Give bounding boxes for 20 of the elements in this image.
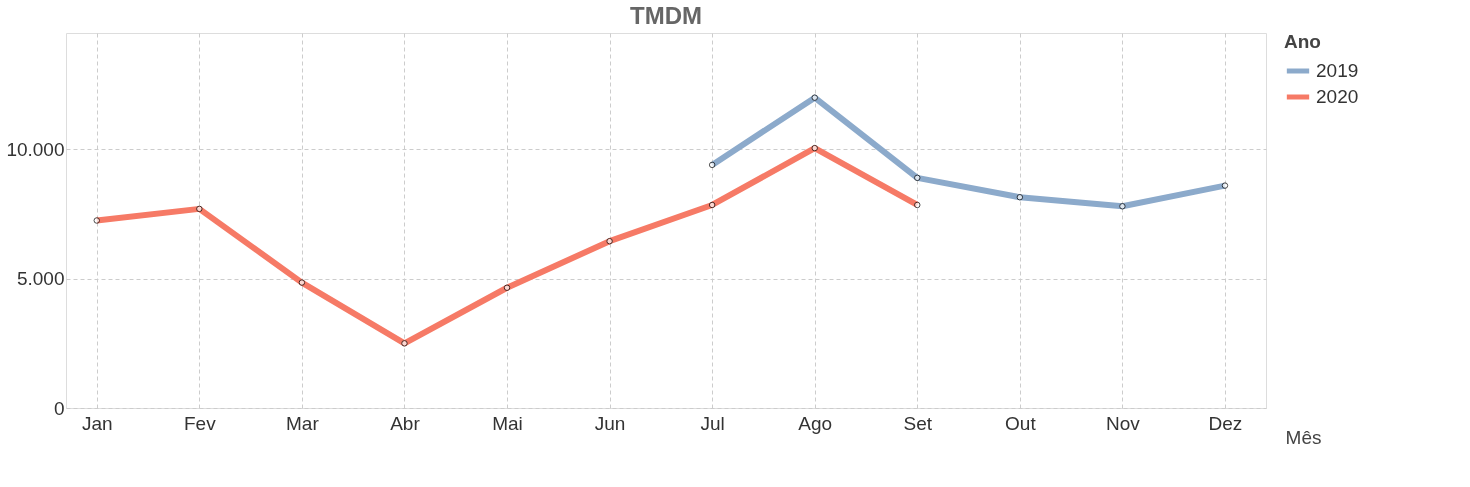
legend-label: 2019 — [1316, 60, 1359, 81]
chart-title: TMDM — [630, 2, 702, 29]
x-tick-label: Dez — [1208, 412, 1243, 434]
legend-label: 2020 — [1316, 86, 1359, 107]
x-tick-label: Ago — [798, 412, 833, 434]
x-tick-label: Set — [903, 412, 933, 434]
y-tick-label: 10.000 — [6, 138, 65, 160]
legend-title: Ano — [1284, 31, 1321, 52]
x-tick-label: Jul — [700, 412, 725, 434]
x-tick-label: Fev — [183, 412, 217, 434]
x-axis-title: Mês — [1285, 426, 1322, 448]
y-tick-label: 5.000 — [16, 268, 65, 290]
x-tick-label: Nov — [1106, 412, 1141, 434]
x-tick-label: Jan — [81, 412, 113, 434]
x-tick-label: Jun — [594, 412, 626, 434]
x-tick-label: Mai — [492, 412, 523, 434]
x-tick-label: Out — [1005, 412, 1037, 434]
y-tick-label: 0 — [53, 397, 65, 419]
x-tick-label: Abr — [390, 412, 421, 434]
x-tick-label: Mar — [286, 412, 320, 434]
